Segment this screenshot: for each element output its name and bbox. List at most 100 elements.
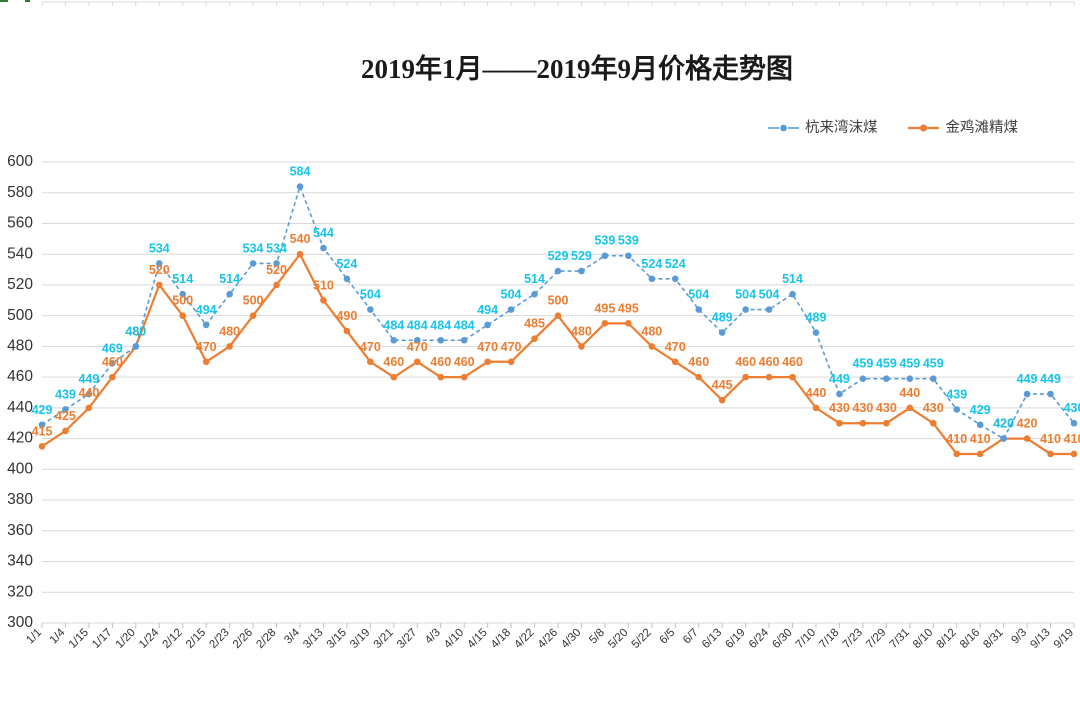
svg-text:4/10: 4/10: [442, 627, 466, 651]
svg-text:7/29: 7/29: [864, 627, 888, 651]
svg-text:524: 524: [336, 257, 357, 271]
svg-text:445: 445: [712, 378, 733, 392]
svg-text:504: 504: [688, 288, 709, 302]
svg-text:1/20: 1/20: [114, 627, 138, 651]
svg-text:485: 485: [524, 317, 545, 331]
svg-text:4/3: 4/3: [423, 627, 443, 647]
svg-text:7/10: 7/10: [794, 627, 818, 651]
svg-text:440: 440: [806, 386, 827, 400]
svg-text:430: 430: [829, 401, 850, 415]
svg-text:529: 529: [571, 249, 592, 263]
svg-text:410: 410: [1040, 432, 1061, 446]
svg-text:484: 484: [430, 318, 451, 332]
svg-text:520: 520: [266, 263, 287, 277]
svg-text:9/3: 9/3: [1009, 627, 1029, 647]
svg-text:560: 560: [7, 215, 33, 232]
svg-text:460: 460: [688, 355, 709, 369]
svg-text:7/23: 7/23: [841, 627, 865, 651]
svg-text:470: 470: [501, 340, 522, 354]
svg-text:360: 360: [7, 522, 33, 539]
svg-text:4/18: 4/18: [489, 627, 513, 651]
svg-text:460: 460: [454, 355, 475, 369]
svg-text:8/10: 8/10: [911, 627, 935, 651]
svg-text:429: 429: [32, 403, 53, 417]
svg-text:500: 500: [548, 294, 569, 308]
svg-text:484: 484: [383, 318, 404, 332]
svg-text:459: 459: [852, 357, 873, 371]
svg-text:460: 460: [735, 355, 756, 369]
svg-text:494: 494: [196, 303, 217, 317]
svg-text:480: 480: [219, 324, 240, 338]
svg-text:440: 440: [78, 386, 99, 400]
svg-text:580: 580: [7, 184, 33, 201]
svg-text:1/4: 1/4: [48, 626, 68, 646]
svg-text:539: 539: [618, 234, 639, 248]
svg-text:460: 460: [759, 355, 780, 369]
svg-text:5/22: 5/22: [630, 627, 654, 651]
svg-text:600: 600: [7, 153, 33, 170]
svg-text:5/8: 5/8: [587, 627, 607, 647]
svg-text:449: 449: [1017, 372, 1038, 386]
svg-text:420: 420: [993, 417, 1014, 431]
svg-text:529: 529: [548, 249, 569, 263]
svg-text:430: 430: [923, 401, 944, 415]
svg-text:514: 514: [782, 272, 803, 286]
svg-text:520: 520: [7, 276, 33, 293]
svg-text:8/12: 8/12: [935, 627, 959, 651]
svg-text:429: 429: [970, 403, 991, 417]
svg-text:6/24: 6/24: [747, 626, 772, 651]
svg-text:3/21: 3/21: [372, 627, 396, 651]
svg-text:460: 460: [102, 355, 123, 369]
svg-text:480: 480: [641, 324, 662, 338]
svg-text:380: 380: [7, 491, 33, 508]
svg-text:489: 489: [712, 311, 733, 325]
svg-text:494: 494: [477, 303, 498, 317]
svg-text:460: 460: [383, 355, 404, 369]
svg-text:410: 410: [1064, 432, 1080, 446]
svg-text:470: 470: [407, 340, 428, 354]
svg-text:400: 400: [7, 460, 33, 477]
svg-text:6/5: 6/5: [658, 627, 678, 647]
svg-text:484: 484: [407, 318, 428, 332]
svg-text:544: 544: [313, 226, 334, 240]
svg-text:4/22: 4/22: [512, 627, 536, 651]
svg-text:7/18: 7/18: [817, 627, 841, 651]
svg-text:3/4: 3/4: [282, 626, 302, 646]
svg-text:460: 460: [7, 368, 33, 385]
svg-text:459: 459: [923, 357, 944, 371]
svg-text:7/31: 7/31: [888, 627, 912, 651]
svg-text:6/19: 6/19: [723, 627, 747, 651]
svg-text:320: 320: [7, 583, 33, 600]
svg-text:524: 524: [641, 257, 662, 271]
svg-text:4/26: 4/26: [536, 627, 560, 651]
svg-text:2/12: 2/12: [161, 627, 185, 651]
svg-text:439: 439: [946, 387, 967, 401]
svg-text:504: 504: [759, 288, 780, 302]
svg-text:534: 534: [243, 241, 264, 255]
svg-text:430: 430: [876, 401, 897, 415]
svg-text:524: 524: [665, 257, 686, 271]
svg-text:1/15: 1/15: [67, 627, 91, 651]
svg-text:1/17: 1/17: [90, 627, 114, 651]
svg-text:510: 510: [313, 278, 334, 292]
svg-text:3/13: 3/13: [301, 627, 325, 651]
svg-text:500: 500: [172, 294, 193, 308]
svg-text:4/30: 4/30: [559, 627, 583, 651]
svg-text:534: 534: [266, 241, 287, 255]
svg-text:514: 514: [219, 272, 240, 286]
svg-text:4/15: 4/15: [465, 627, 489, 651]
svg-text:449: 449: [78, 372, 99, 386]
svg-text:520: 520: [149, 263, 170, 277]
svg-text:3/27: 3/27: [395, 627, 419, 651]
svg-text:430: 430: [852, 401, 873, 415]
svg-text:439: 439: [55, 387, 76, 401]
svg-text:504: 504: [501, 288, 522, 302]
svg-text:340: 340: [7, 553, 33, 570]
svg-text:6/30: 6/30: [770, 627, 794, 651]
svg-text:459: 459: [899, 357, 920, 371]
svg-text:425: 425: [55, 409, 76, 423]
svg-text:440: 440: [899, 386, 920, 400]
svg-text:9/13: 9/13: [1028, 627, 1052, 651]
svg-text:3/19: 3/19: [348, 627, 372, 651]
svg-text:2/23: 2/23: [207, 627, 231, 651]
